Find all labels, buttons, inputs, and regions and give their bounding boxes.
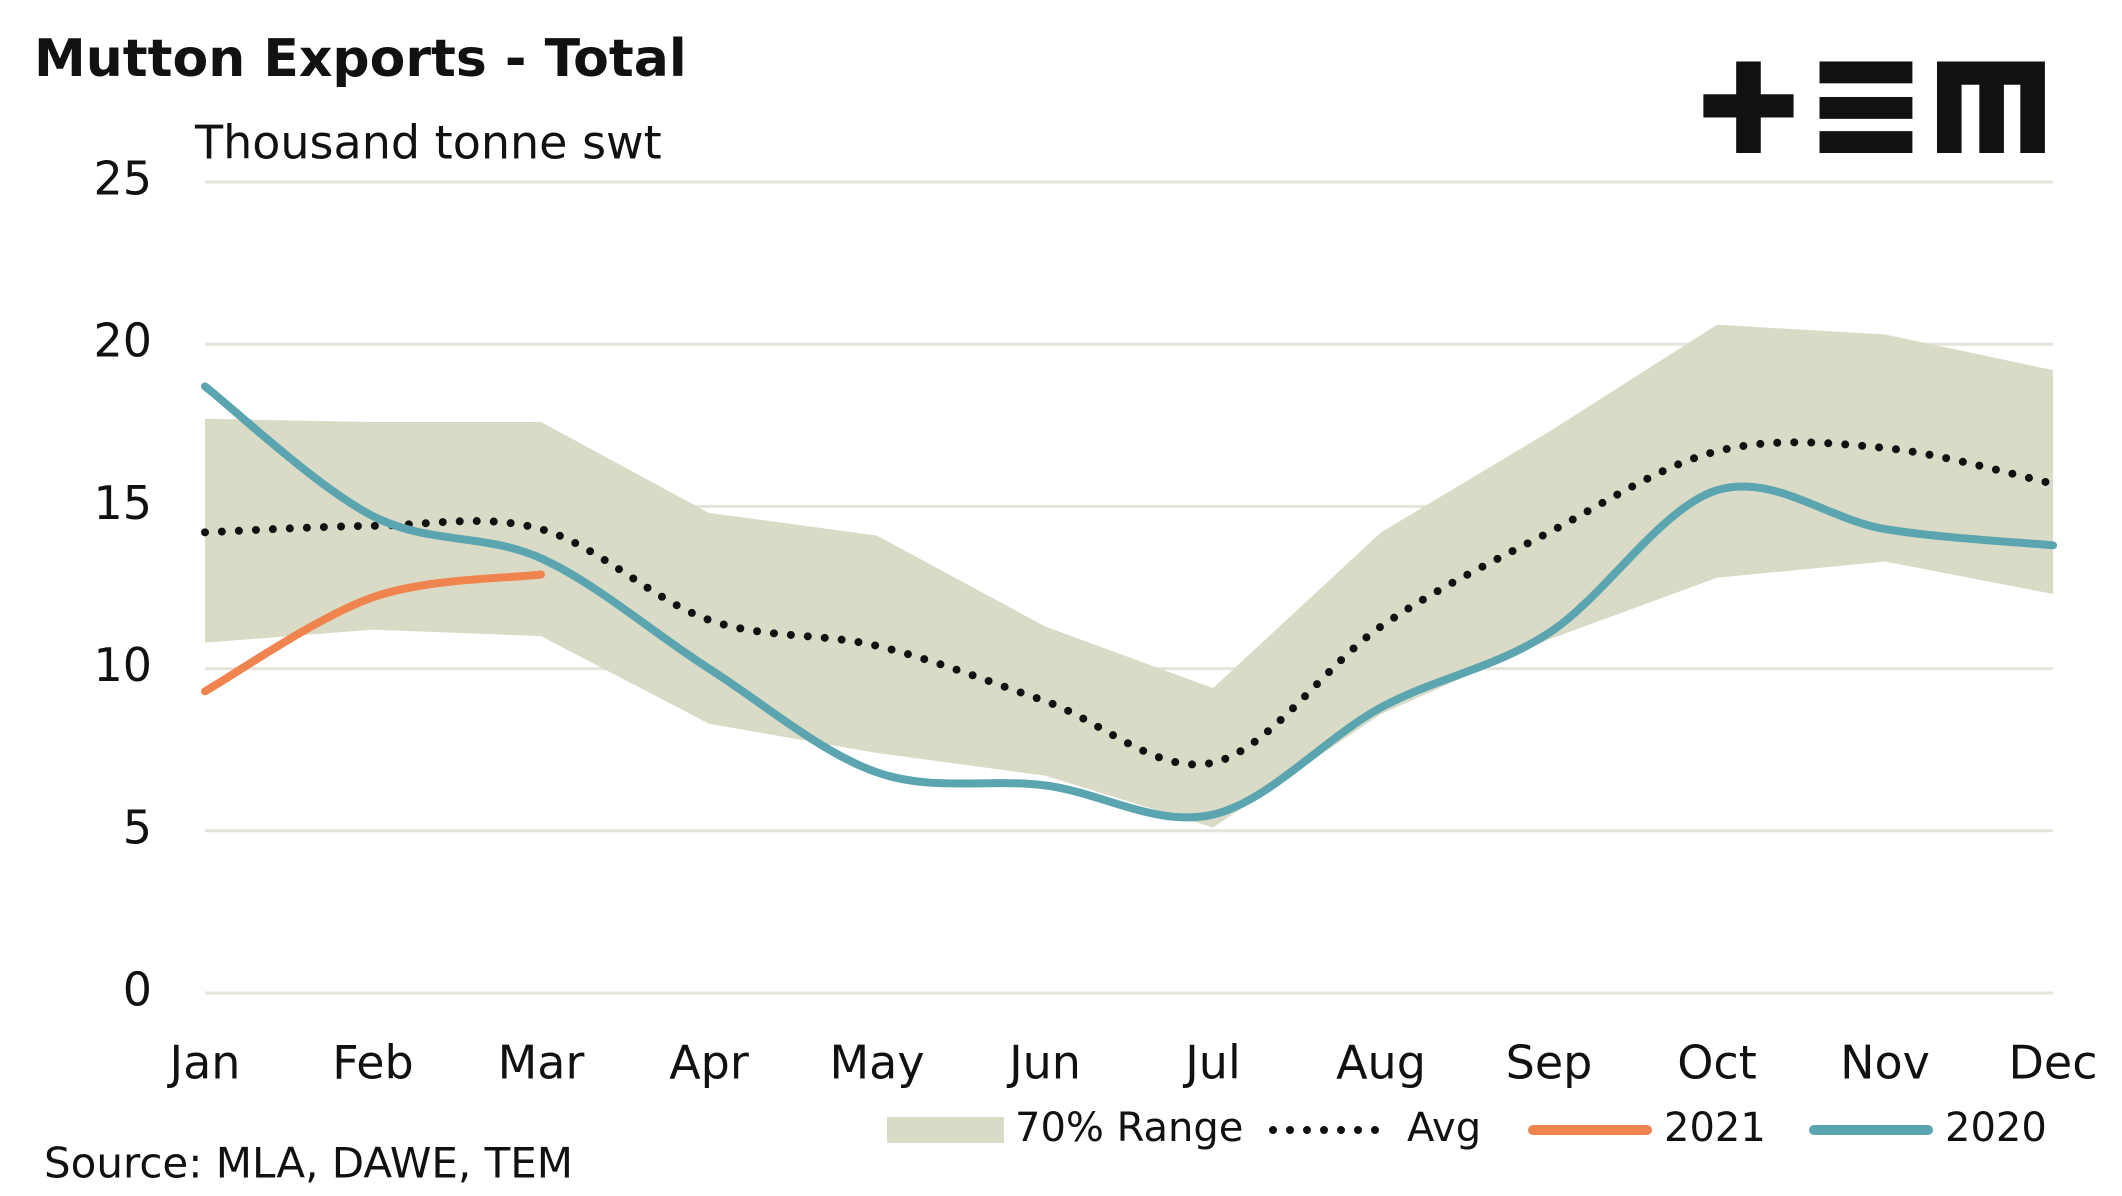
y-tick-label: 5 — [123, 800, 152, 854]
x-tick-label: Aug — [1336, 1036, 1426, 1090]
x-tick-label: Jun — [1006, 1036, 1081, 1090]
legend-label: 70% Range — [1015, 1105, 1243, 1151]
y-tick-label: 15 — [93, 476, 152, 530]
legend-swatch — [887, 1117, 1004, 1143]
source: Source: MLA, DAWE, TEM — [44, 1139, 573, 1188]
y-tick-label: 0 — [123, 963, 152, 1017]
chart-title: Mutton Exports - Total — [34, 29, 687, 89]
x-tick-label: May — [829, 1036, 924, 1090]
logo — [1703, 61, 2045, 153]
range-band — [205, 324, 2053, 828]
x-tick-label: Apr — [669, 1036, 749, 1090]
line-series — [201, 382, 2057, 822]
legend-label: 2020 — [1945, 1105, 2047, 1151]
x-tick-label: Jul — [1182, 1036, 1241, 1090]
y-tick-label: 10 — [93, 638, 152, 692]
x-tick-label: Nov — [1840, 1036, 1930, 1090]
y-tick-label: 20 — [93, 314, 152, 368]
x-tick-label: Dec — [2008, 1036, 2097, 1090]
subtitle: Thousand tonne swt — [194, 116, 662, 170]
x-tick-label: Sep — [1506, 1036, 1593, 1090]
y-tick-label: 25 — [93, 152, 152, 206]
line-series — [201, 570, 545, 696]
legend-label: Avg — [1407, 1105, 1481, 1151]
x-tick-label: Jan — [167, 1036, 241, 1090]
legend-label: 2021 — [1664, 1105, 1766, 1151]
x-tick-label: Mar — [498, 1036, 585, 1090]
x-tick-label: Feb — [332, 1036, 413, 1090]
x-tick-label: Oct — [1677, 1036, 1757, 1090]
line-series — [201, 438, 2057, 769]
